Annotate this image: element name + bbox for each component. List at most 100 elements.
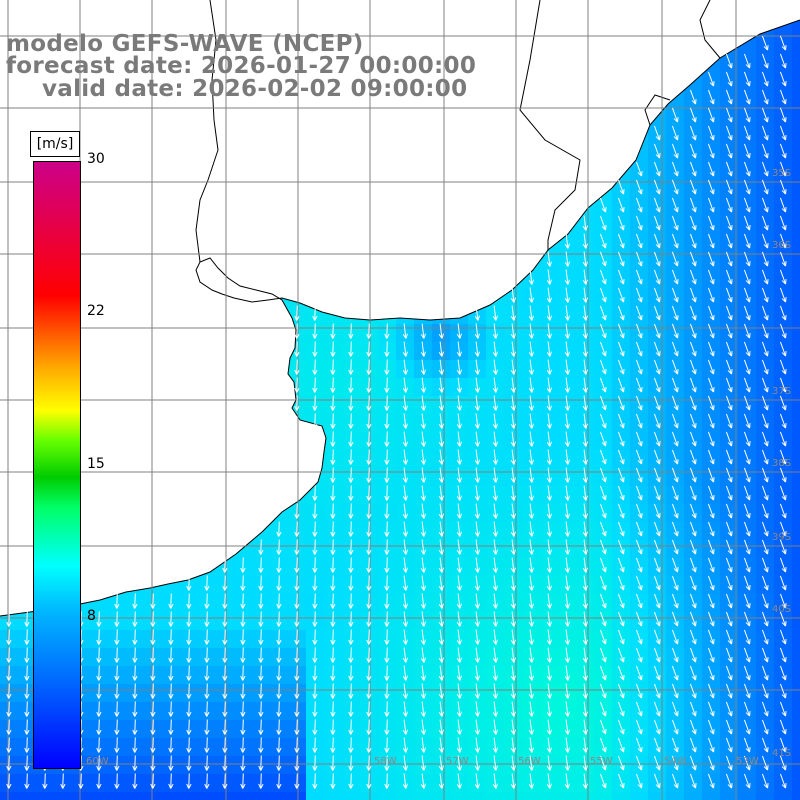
speed-cell (738, 702, 757, 721)
speed-cell (648, 396, 667, 415)
speed-cell (738, 684, 757, 703)
wind-arrow (384, 377, 390, 393)
wind-arrow (689, 143, 697, 159)
wind-arrow (510, 305, 516, 321)
speed-cell (684, 288, 703, 307)
speed-cell (630, 684, 649, 703)
wind-arrow (725, 467, 733, 483)
speed-cell (162, 792, 181, 800)
wind-arrow (582, 449, 588, 465)
speed-cell (792, 648, 800, 667)
speed-cell (522, 792, 541, 800)
wind-arrow (366, 323, 372, 339)
speed-cell (684, 324, 703, 343)
speed-cell (576, 792, 595, 800)
wind-arrow (474, 323, 480, 339)
speed-cell (666, 234, 685, 253)
wind-arrow (456, 323, 462, 339)
speed-cell (594, 252, 613, 271)
wind-arrow (582, 341, 588, 357)
speed-cell (792, 504, 800, 523)
wind-arrow (474, 359, 480, 375)
speed-cell (684, 270, 703, 289)
speed-cell (738, 558, 757, 577)
speed-cell (612, 414, 631, 433)
speed-cell (306, 792, 325, 800)
wind-arrow (635, 287, 643, 303)
speed-cell (756, 612, 775, 631)
wind-arrow (671, 341, 679, 357)
wind-arrow (671, 485, 679, 501)
wind-arrow (653, 431, 661, 447)
speed-cell (738, 666, 757, 685)
speed-cell (720, 576, 739, 595)
wind-arrow (743, 71, 751, 87)
wind-arrow (294, 377, 300, 393)
wind-arrow (707, 323, 715, 339)
speed-cell (720, 666, 739, 685)
speed-cell (630, 792, 649, 800)
wind-arrow (582, 485, 588, 501)
wind-arrow (689, 107, 697, 123)
wind-arrow (671, 413, 679, 429)
speed-cell (738, 504, 757, 523)
speed-cell (774, 684, 793, 703)
wind-arrow (420, 341, 426, 357)
speed-cell (702, 126, 721, 145)
wind-arrow (384, 449, 390, 465)
speed-cell (774, 216, 793, 235)
wind-arrow (671, 161, 679, 177)
wind-arrow (582, 323, 588, 339)
wind-arrow (402, 503, 408, 519)
wind-arrow (366, 503, 372, 519)
speed-cell (774, 486, 793, 505)
speed-cell (720, 558, 739, 577)
speed-cell (738, 108, 757, 127)
speed-cell (792, 666, 800, 685)
wind-arrow (528, 359, 534, 375)
wind-arrow (707, 197, 715, 213)
speed-cell (630, 432, 649, 451)
speed-cell (666, 216, 685, 235)
speed-cell (630, 522, 649, 541)
wind-arrow (743, 215, 751, 231)
lat-label: 39S (772, 532, 792, 543)
speed-cell (540, 792, 559, 800)
speed-cell (198, 792, 217, 800)
speed-cell (666, 774, 685, 793)
wind-arrow (438, 323, 444, 339)
speed-cell (756, 594, 775, 613)
speed-cell (774, 792, 793, 800)
speed-cell (738, 216, 757, 235)
wind-arrow (492, 305, 498, 321)
speed-cell (756, 288, 775, 307)
speed-cell (630, 774, 649, 793)
speed-cell (738, 522, 757, 541)
speed-cell (774, 558, 793, 577)
speed-cell (612, 684, 631, 703)
wind-arrow (330, 323, 336, 339)
wind-arrow (725, 323, 733, 339)
speed-cell (594, 198, 613, 217)
speed-cell (756, 54, 775, 73)
speed-cell (774, 774, 793, 793)
speed-cell (594, 324, 613, 343)
wind-arrow (653, 287, 661, 303)
speed-cell (720, 612, 739, 631)
wind-arrow (725, 215, 733, 231)
speed-cell (720, 360, 739, 379)
speed-cell (684, 720, 703, 739)
wind-arrow (456, 485, 462, 501)
wind-arrow (671, 269, 679, 285)
speed-cell (720, 684, 739, 703)
speed-cell (684, 306, 703, 325)
speed-cell (612, 360, 631, 379)
wind-arrow (653, 143, 661, 159)
wind-arrow (725, 53, 733, 69)
wind-arrow (689, 161, 697, 177)
wind-arrow (528, 485, 534, 501)
wind-arrow (779, 395, 787, 411)
speed-cell (666, 792, 685, 800)
wind-arrow (599, 341, 607, 357)
wind-arrow (348, 341, 354, 357)
